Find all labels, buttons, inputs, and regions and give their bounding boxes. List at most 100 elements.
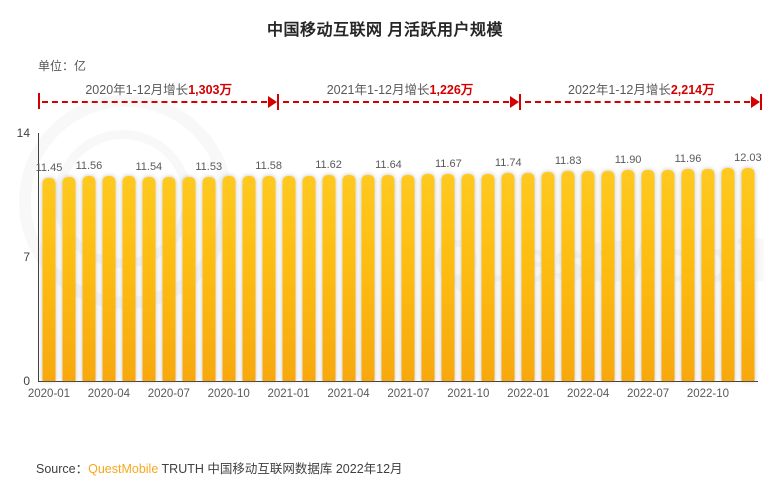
bar-2020-07 — [162, 176, 176, 381]
bar-2021-05 — [361, 174, 375, 381]
data-label-2021-09: 11.67 — [435, 158, 462, 171]
bar-2021-01 — [282, 175, 296, 381]
bar-slot-2020-06: 11.54 — [135, 133, 162, 381]
data-label-2022-06: 11.90 — [614, 154, 642, 167]
bar-2020-04 — [102, 176, 116, 381]
annotation-segment-2021: 2021年1-12月增长1,226万 — [279, 79, 521, 110]
x-tick-label-2020-04: 2020-04 — [87, 388, 130, 400]
bar-slot-2020-03: 11.56 — [76, 133, 102, 381]
bar-2022-11 — [721, 168, 735, 381]
x-tick-label-2021-10: 2021-10 — [447, 388, 490, 400]
growth-annotation-band: 2020年1-12月增长1,303万 2021年1-12月增长1,226万 20… — [38, 79, 762, 110]
bar-slot-2020-02 — [59, 133, 79, 381]
bar-2021-04 — [342, 174, 356, 381]
x-tick-label-2020-01: 2020-01 — [27, 388, 71, 400]
bar-slot-2020-05 — [119, 133, 139, 381]
plot-area: QuestMobile 11.452020-0111.562020-0411.5… — [17, 95, 770, 400]
bar-slot-2021-04: 2021-04 — [327, 133, 370, 400]
data-label-2020-03: 11.56 — [75, 160, 103, 173]
data-label-2020-06: 11.54 — [135, 160, 163, 173]
bar-slot-2022-12: 12.03 — [734, 133, 762, 381]
annotation-text-2022: 2022年1-12月增长2,214万 — [568, 83, 715, 97]
bar-slot-2020-01: 11.45 2020-01 — [28, 133, 70, 400]
data-label-2021-03: 11.62 — [315, 159, 342, 172]
bar-2021-07 — [401, 174, 415, 381]
bar-2020-06 — [142, 176, 156, 381]
bar-slot-2022-07: 2022-07 — [627, 133, 669, 400]
data-label-2022-03: 11.83 — [554, 155, 582, 168]
source-note: Source：QuestMobile TRUTH 中国移动互联网数据库 2022… — [36, 458, 403, 477]
annotation-end-tick — [759, 94, 762, 110]
x-tick-label-2021-07: 2021-07 — [387, 388, 430, 400]
data-label-2020-12: 11.58 — [255, 159, 282, 172]
bar-slot-2021-05 — [359, 133, 379, 381]
bar-2021-10 — [461, 173, 475, 381]
chart-title: 中国移动互联网 月活跃用户规模 — [267, 22, 503, 39]
bar-slot-2021-12: 11.74 — [495, 133, 522, 381]
arrow-head-icon — [268, 96, 278, 108]
x-tick-label-2020-10: 2020-10 — [207, 388, 250, 400]
bar-2022-04 — [581, 171, 595, 381]
bar-2020-09 — [202, 176, 216, 381]
annotation-divider-tick — [277, 94, 280, 110]
bar-2021-06 — [381, 174, 395, 381]
dashed-arrow-line — [524, 101, 750, 103]
arrow-head-icon — [750, 96, 760, 108]
bar-slot-2020-07: 2020-07 — [148, 133, 190, 400]
data-label-2020-01: 11.45 — [35, 162, 63, 175]
bar-slot-2022-06: 11.90 — [615, 133, 641, 381]
data-label-2021-06: 11.64 — [375, 158, 402, 171]
bar-2021-08 — [421, 174, 435, 381]
bar-slot-2022-08 — [658, 133, 678, 381]
x-tick-label-2021-04: 2021-04 — [327, 388, 370, 400]
bar-2022-09 — [681, 169, 695, 381]
data-label-2021-12: 11.74 — [494, 157, 522, 170]
bar-2020-01 — [42, 178, 56, 381]
bar-slot-2022-04: 2022-04 — [567, 133, 609, 400]
data-label-2020-09: 11.53 — [195, 160, 223, 173]
bar-2022-12 — [741, 167, 755, 381]
bar-2020-12 — [262, 175, 276, 381]
unit-label: 单位：亿 — [38, 59, 87, 73]
bar-slot-2020-11 — [239, 133, 259, 381]
annotation-text-2020: 2020年1-12月增长1,303万 — [85, 83, 232, 97]
annotation-segment-2022: 2022年1-12月增长2,214万 — [521, 79, 762, 110]
bar-slot-2022-10: 2022-10 — [687, 133, 729, 400]
arrow-head-icon — [509, 96, 519, 108]
bar-slot-2020-12: 11.58 — [255, 133, 282, 381]
x-tick-label-2022-04: 2022-04 — [567, 388, 610, 400]
source-rest: TRUTH 中国移动互联网数据库 2022年12月 — [158, 462, 403, 476]
bar-slot-2021-01: 2021-01 — [268, 133, 310, 400]
annotation-start-tick — [38, 93, 40, 109]
bar-2022-06 — [621, 170, 635, 381]
bar-2020-03 — [82, 176, 96, 381]
bar-slot-2022-01: 2022-01 — [507, 133, 549, 400]
bar-slot-2020-10: 2020-10 — [208, 133, 250, 400]
data-label-2022-09: 11.96 — [674, 153, 702, 166]
x-tick-label-2022-07: 2022-07 — [626, 388, 670, 400]
bar-2022-01 — [521, 172, 535, 381]
bar-slot-2022-05 — [598, 133, 618, 381]
bar-slot-2021-07: 2021-07 — [387, 133, 430, 400]
bar-slot-2020-08 — [179, 133, 199, 381]
bar-series: 11.45 2020-01 11.56 2020-04 11.54 2020-07 11.5… — [28, 133, 762, 400]
bar-2020-10 — [222, 176, 236, 381]
y-tick-label-7: 7 — [23, 250, 30, 264]
bar-slot-2021-09: 11.67 — [435, 133, 462, 381]
annotation-text-2021: 2021年1-12月增长1,226万 — [326, 83, 474, 97]
x-tick-label-2021-01: 2021-01 — [267, 388, 310, 400]
bar-2020-08 — [182, 176, 196, 381]
bar-2020-11 — [242, 176, 256, 381]
bar-slot-2022-03: 11.83 — [555, 133, 582, 381]
bar-2022-03 — [561, 171, 575, 381]
bar-2022-07 — [641, 169, 655, 381]
data-label-2022-12: 12.03 — [734, 151, 762, 164]
y-tick-label-14: 14 — [16, 126, 30, 140]
x-tick-label-2022-10: 2022-10 — [686, 388, 730, 400]
bar-slot-2021-11 — [478, 133, 498, 381]
bar-slot-2021-02 — [299, 133, 319, 381]
bar-slot-2022-11 — [718, 133, 738, 381]
bar-slot-2022-09: 11.96 — [675, 133, 701, 381]
bar-2022-08 — [661, 169, 675, 381]
